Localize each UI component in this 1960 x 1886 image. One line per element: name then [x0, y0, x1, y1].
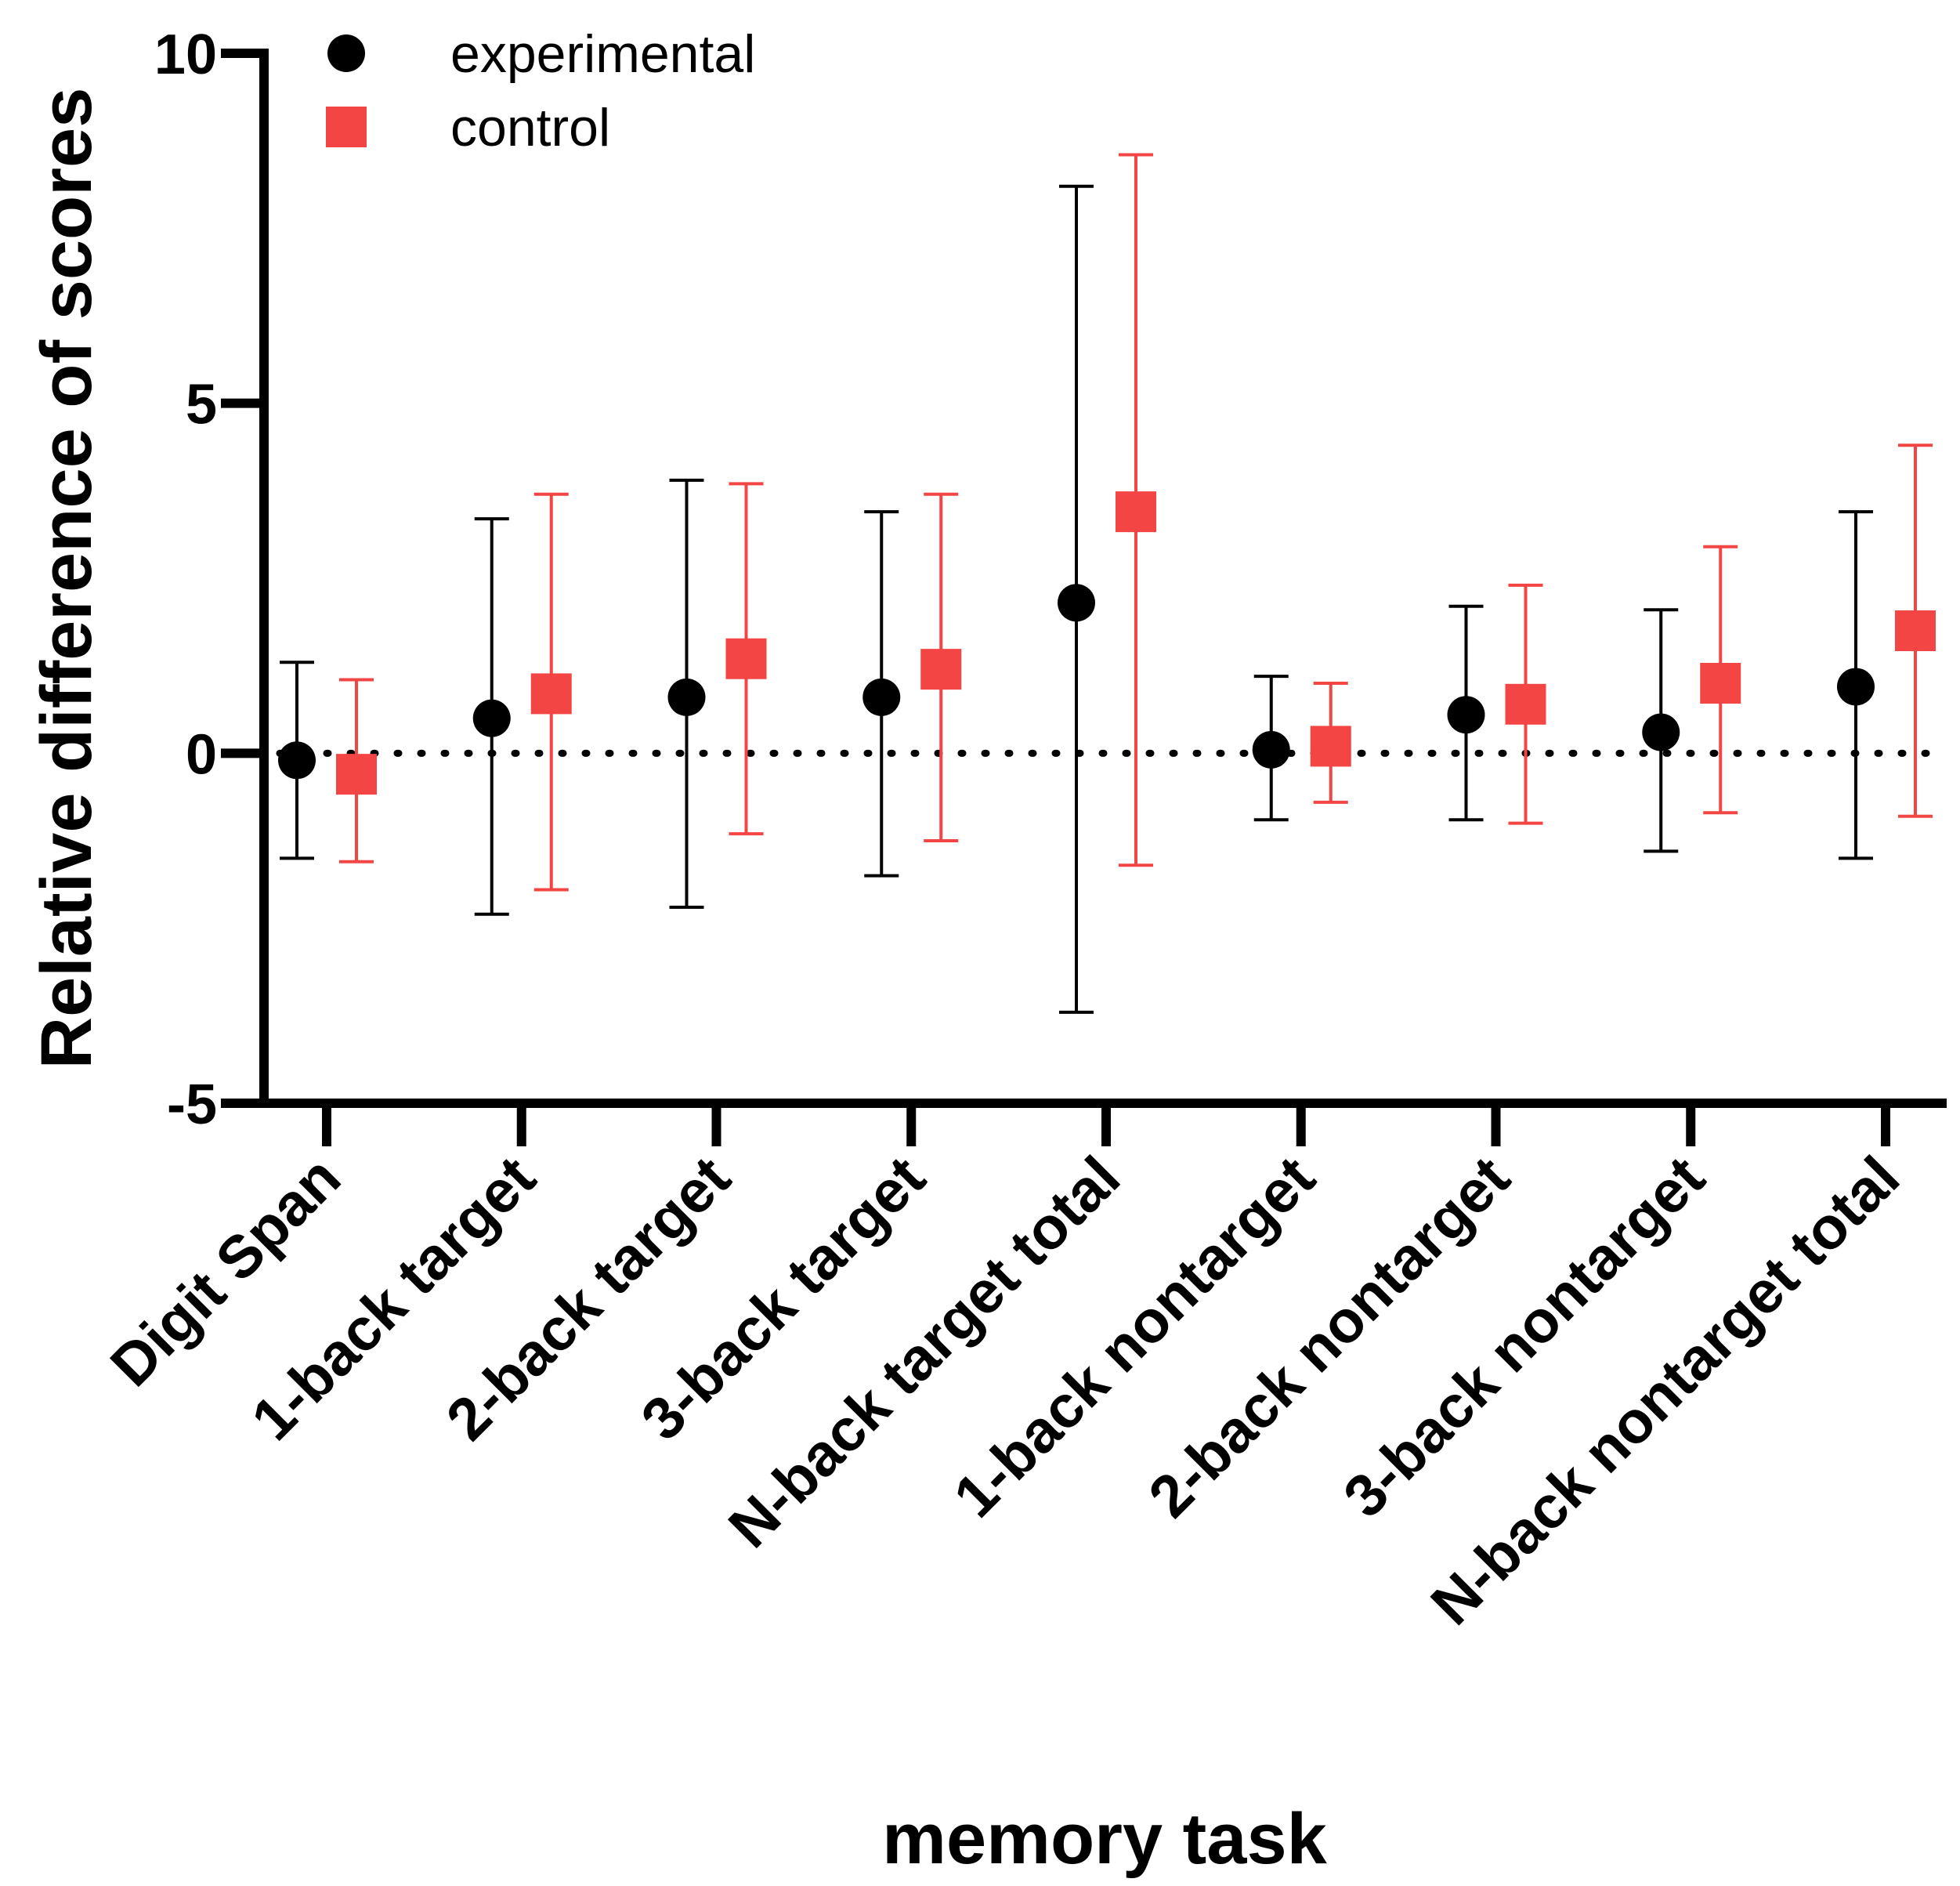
error-bars [280, 153, 1933, 1014]
point-experimental-1-back-nontarget [1252, 730, 1290, 769]
point-experimental-n-back-target-total [1058, 584, 1095, 622]
y-axis-title: Relative difference of scores [27, 88, 107, 1070]
point-control-1-back-nontarget [1310, 726, 1351, 767]
point-experimental-2-back-nontarget [1447, 696, 1485, 734]
point-control-3-back-target [920, 649, 962, 690]
point-control-3-back-nontarget [1700, 663, 1741, 704]
point-control-2-back-nontarget [1505, 683, 1546, 725]
x-tick-label-2-back-nontarget: 2-back nontarget [1136, 1144, 1522, 1530]
point-experimental-1-back-target [472, 699, 511, 737]
legend-label-control: control [450, 98, 610, 157]
point-experimental-digit-span [278, 741, 316, 780]
point-experimental-n-back-nontarget-total [1837, 668, 1875, 706]
point-experimental-2-back-target [667, 678, 706, 716]
point-experimental-3-back-target [862, 678, 901, 716]
legend-marker-control [326, 107, 367, 147]
point-control-digit-span [336, 754, 377, 795]
y-tick-label-5: -5 [167, 1073, 217, 1136]
legend: experimental control [326, 24, 755, 157]
point-experimental-3-back-nontarget [1642, 713, 1680, 751]
legend-label-experimental: experimental [450, 24, 755, 84]
y-tick-label-5: 5 [186, 374, 217, 436]
point-control-2-back-target [725, 638, 767, 679]
y-tick-label-10: 10 [154, 24, 217, 86]
y-tick-label-0: 0 [186, 723, 217, 786]
legend-item-control: control [326, 98, 610, 157]
data-markers [278, 491, 1936, 795]
x-tick-label-1-back-nontarget: 1-back nontarget [942, 1144, 1328, 1530]
legend-marker-experimental [327, 34, 365, 72]
point-control-1-back-target [530, 673, 572, 715]
y-ticks: -5 0 5 10 [154, 24, 264, 1136]
point-control-n-back-target-total [1116, 491, 1156, 533]
plot-area [276, 153, 1943, 1014]
legend-item-experimental: experimental [327, 24, 755, 84]
x-axis-title: memory task [882, 1799, 1327, 1879]
x-tick-label-n-back-target-total: N-back target total [716, 1144, 1133, 1561]
x-tick-label-3-back-nontarget: 3-back nontarget [1331, 1144, 1717, 1530]
point-control-n-back-nontarget-total [1895, 610, 1936, 651]
